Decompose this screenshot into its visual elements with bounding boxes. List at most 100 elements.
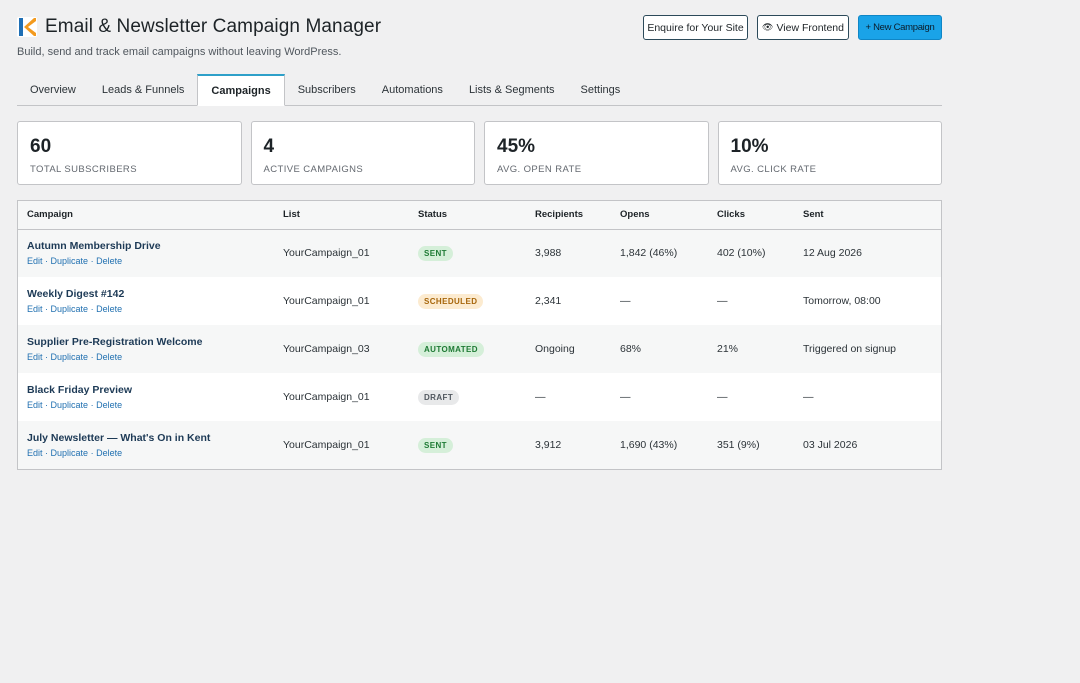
- duplicate-link[interactable]: Duplicate: [50, 256, 89, 267]
- status-badge: Sent: [418, 437, 453, 453]
- stat-value: 10%: [730, 136, 769, 157]
- cell-campaign: Black Friday Preview Edit · Duplicate · D…: [18, 373, 274, 421]
- stat-card-total-subscribers: 60 Total Subscribers: [17, 121, 242, 185]
- cell-sent: Triggered on signup: [794, 325, 941, 373]
- cell-status: Draft: [409, 373, 526, 421]
- column-header-opens[interactable]: Opens: [611, 201, 708, 230]
- delete-link[interactable]: Delete: [96, 352, 123, 362]
- tab-lists-segments[interactable]: Lists & Segments: [468, 84, 555, 96]
- cell-clicks: —: [717, 295, 728, 307]
- delete-link[interactable]: Delete: [96, 400, 123, 410]
- cell-status: Automated: [409, 325, 526, 373]
- header-actions: Enquire for Your Site 👁 View Frontend + …: [643, 15, 942, 40]
- delete-link[interactable]: Delete: [96, 304, 123, 314]
- stat-value: 4: [263, 136, 275, 157]
- tab-subscribers[interactable]: Subscribers: [297, 84, 356, 96]
- column-header-sent[interactable]: Sent: [794, 201, 941, 230]
- campaign-name-link[interactable]: Supplier Pre-Registration Welcome: [27, 336, 203, 348]
- column-header-campaign[interactable]: Campaign: [18, 201, 274, 230]
- campaign-name-link[interactable]: Black Friday Preview: [27, 384, 133, 396]
- cell-opens: 1,842 (46%): [611, 229, 708, 277]
- new-campaign-button[interactable]: + New Campaign: [858, 15, 942, 40]
- edit-link[interactable]: Edit: [27, 352, 43, 362]
- stat-value: 60: [30, 136, 52, 157]
- cell-clicks: —: [717, 391, 728, 403]
- separator: ·: [45, 352, 49, 362]
- column-header-clicks[interactable]: Clicks: [708, 201, 794, 230]
- cell-status: Scheduled: [409, 277, 526, 325]
- cell-status: Sent: [409, 229, 526, 277]
- cell-list: YourCampaign_03: [274, 325, 409, 373]
- cell-campaign: July Newsletter — What's On in Kent Edit …: [18, 421, 274, 469]
- tab-settings[interactable]: Settings: [580, 84, 621, 96]
- duplicate-link[interactable]: Duplicate: [50, 400, 89, 410]
- status-badge: Sent: [418, 245, 453, 261]
- k-logo-icon: [17, 17, 37, 37]
- cell-campaign: Autumn Membership Drive Edit · Duplicate …: [18, 229, 274, 277]
- campaigns-table: Campaign List Status Recipients Opens Cl…: [17, 200, 942, 470]
- separator: ·: [90, 304, 94, 314]
- table-row: Black Friday Preview Edit · Duplicate · D…: [18, 373, 941, 421]
- column-header-recipients[interactable]: Recipients: [526, 201, 611, 230]
- tab-leads-funnels[interactable]: Leads & Funnels: [101, 84, 185, 96]
- delete-link[interactable]: Delete: [96, 256, 123, 267]
- cell-list: YourCampaign_01: [283, 295, 370, 307]
- row-actions: Edit · Duplicate · Delete: [27, 448, 274, 458]
- separator: ·: [90, 352, 94, 362]
- page-header: Email & Newsletter Campaign Manager Buil…: [17, 0, 942, 70]
- cell-list: YourCampaign_01: [274, 421, 409, 469]
- cell-clicks: 402 (10%): [708, 229, 794, 277]
- status-badge: Scheduled: [418, 293, 484, 309]
- nav-tabs: Overview Leads & Funnels Campaigns Subsc…: [17, 74, 942, 106]
- table-row: Supplier Pre-Registration Welcome Edit · …: [18, 325, 941, 373]
- table-header-row: Campaign List Status Recipients Opens Cl…: [18, 201, 941, 230]
- row-actions: Edit · Duplicate · Delete: [27, 400, 274, 410]
- stat-card-active-campaigns: 4 Active Campaigns: [250, 121, 475, 185]
- stat-label: Avg. Open Rate: [497, 164, 582, 175]
- separator: ·: [90, 448, 94, 458]
- column-header-status[interactable]: Status: [409, 201, 526, 230]
- tab-overview[interactable]: Overview: [30, 84, 76, 96]
- table-row: Autumn Membership Drive Edit · Duplicate …: [18, 229, 941, 277]
- campaign-name-link[interactable]: July Newsletter — What's On in Kent: [27, 432, 211, 444]
- stat-card-click-rate: 10% Avg. Click Rate: [717, 121, 942, 185]
- edit-link[interactable]: Edit: [27, 448, 43, 458]
- delete-link[interactable]: Delete: [96, 448, 123, 458]
- duplicate-link[interactable]: Duplicate: [50, 448, 89, 458]
- page-subtitle: Build, send and track email campaigns wi…: [17, 46, 342, 58]
- cell-list: YourCampaign_01: [274, 229, 409, 277]
- duplicate-link[interactable]: Duplicate: [50, 352, 89, 362]
- cell-recipients: 3,912: [526, 421, 611, 469]
- table-row: Weekly Digest #142 Edit · Duplicate · Del…: [18, 277, 941, 325]
- cell-campaign: Weekly Digest #142 Edit · Duplicate · Del…: [18, 277, 274, 325]
- stat-label: Total Subscribers: [30, 164, 137, 175]
- view-frontend-label: View Frontend: [776, 21, 844, 34]
- cell-sent: Tomorrow, 08:00: [803, 295, 881, 307]
- cell-clicks: 21%: [708, 325, 794, 373]
- cell-opens: 1,690 (43%): [611, 421, 708, 469]
- stat-card-open-rate: 45% Avg. Open Rate: [484, 121, 709, 185]
- row-actions: Edit · Duplicate · Delete: [27, 256, 274, 266]
- page-title: Email & Newsletter Campaign Manager: [45, 16, 382, 37]
- edit-link[interactable]: Edit: [27, 256, 43, 267]
- enquire-button[interactable]: Enquire for Your Site: [643, 15, 748, 40]
- table-row: July Newsletter — What's On in Kent Edit …: [18, 421, 941, 469]
- stat-label: Active Campaigns: [263, 164, 364, 175]
- separator: ·: [90, 400, 94, 410]
- edit-link[interactable]: Edit: [27, 400, 43, 410]
- campaign-name-link[interactable]: Weekly Digest #142: [27, 288, 125, 300]
- column-header-list[interactable]: List: [274, 201, 409, 230]
- cell-clicks: 351 (9%): [708, 421, 794, 469]
- cell-list: YourCampaign_01: [283, 391, 370, 403]
- duplicate-link[interactable]: Duplicate: [50, 304, 89, 314]
- tab-campaigns[interactable]: Campaigns: [197, 74, 285, 106]
- edit-link[interactable]: Edit: [27, 304, 43, 314]
- page: Email & Newsletter Campaign Manager Buil…: [17, 0, 942, 470]
- cell-opens: —: [620, 391, 631, 403]
- cell-sent: 03 Jul 2026: [794, 421, 941, 469]
- campaign-name-link[interactable]: Autumn Membership Drive: [27, 240, 161, 253]
- tab-automations[interactable]: Automations: [381, 84, 443, 96]
- cell-opens: 68%: [611, 325, 708, 373]
- row-actions: Edit · Duplicate · Delete: [27, 352, 274, 362]
- view-frontend-button[interactable]: 👁 View Frontend: [757, 15, 849, 40]
